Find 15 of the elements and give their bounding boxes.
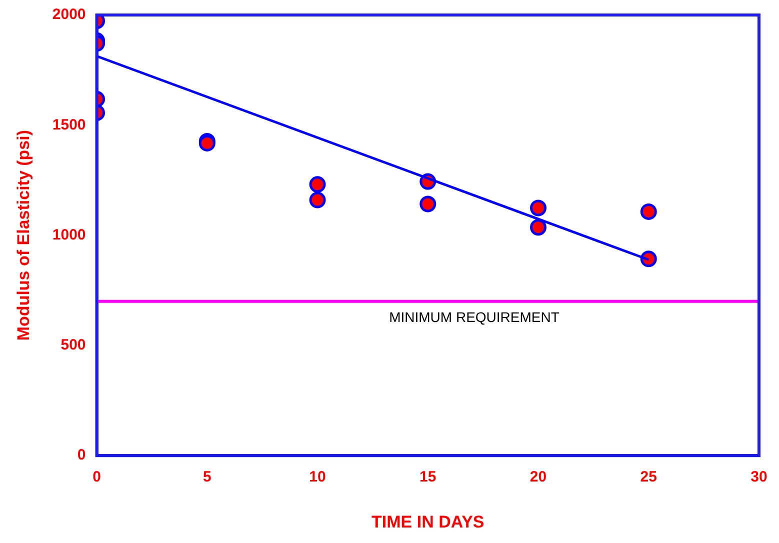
y-tick-label: 1500 bbox=[52, 116, 86, 134]
x-tick-label: 5 bbox=[202, 468, 212, 486]
x-tick-label: 15 bbox=[420, 468, 436, 486]
ref-line-label: MINIMUM REQUIREMENT bbox=[389, 309, 560, 326]
x-tick-label: 25 bbox=[640, 468, 657, 486]
y-tick-label: 1000 bbox=[52, 226, 86, 244]
x-axis-title: TIME IN DAYS bbox=[372, 512, 484, 532]
x-tick-label: 30 bbox=[750, 468, 768, 486]
y-axis-title: Modulus of Elasticity (psi) bbox=[14, 130, 33, 341]
y-tick-label: 0 bbox=[77, 446, 86, 464]
y-tick-label: 2000 bbox=[52, 6, 86, 24]
x-tick-label: 0 bbox=[92, 468, 101, 486]
x-tick-label: 10 bbox=[309, 468, 326, 486]
y-tick-label: 500 bbox=[60, 336, 86, 354]
x-tick-label: 20 bbox=[530, 468, 547, 486]
